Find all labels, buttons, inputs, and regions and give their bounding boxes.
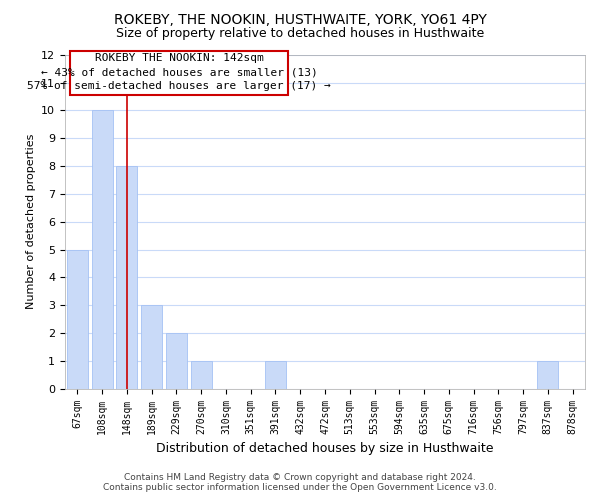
Text: Size of property relative to detached houses in Husthwaite: Size of property relative to detached ho…: [116, 28, 484, 40]
Text: ROKEBY THE NOOKIN: 142sqm: ROKEBY THE NOOKIN: 142sqm: [95, 54, 263, 64]
Bar: [92, 110, 113, 388]
FancyBboxPatch shape: [70, 50, 288, 95]
Bar: [116, 166, 137, 388]
Text: 57% of semi-detached houses are larger (17) →: 57% of semi-detached houses are larger (…: [27, 81, 331, 91]
Bar: [166, 333, 187, 388]
Bar: [191, 361, 212, 388]
Bar: [538, 361, 559, 388]
Bar: [141, 305, 162, 388]
Bar: [265, 361, 286, 388]
Text: ← 43% of detached houses are smaller (13): ← 43% of detached houses are smaller (13…: [41, 68, 317, 78]
Bar: [67, 250, 88, 388]
X-axis label: Distribution of detached houses by size in Husthwaite: Distribution of detached houses by size …: [156, 442, 494, 455]
Y-axis label: Number of detached properties: Number of detached properties: [26, 134, 35, 310]
Text: ROKEBY, THE NOOKIN, HUSTHWAITE, YORK, YO61 4PY: ROKEBY, THE NOOKIN, HUSTHWAITE, YORK, YO…: [113, 12, 487, 26]
Text: Contains HM Land Registry data © Crown copyright and database right 2024.
Contai: Contains HM Land Registry data © Crown c…: [103, 473, 497, 492]
